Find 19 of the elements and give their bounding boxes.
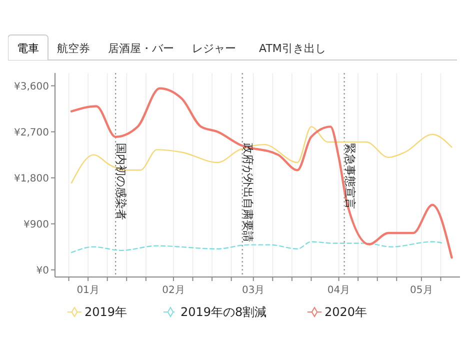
y-tick-label: ¥900 xyxy=(24,219,49,230)
line-series xyxy=(70,87,453,259)
y-tick-label: ¥0 xyxy=(36,265,49,276)
line-series xyxy=(70,241,444,254)
y-tick-label: ¥3,600 xyxy=(14,81,49,92)
legend-label: 2019年の8割減 xyxy=(180,305,267,320)
ref-line-label: 国内初の感染者 xyxy=(114,143,128,220)
legend-label: 2020年 xyxy=(324,305,368,320)
x-tick-label: 03月 xyxy=(242,285,265,296)
x-tick-label: 05月 xyxy=(410,285,433,296)
y-tick-label: ¥1,800 xyxy=(14,173,49,184)
ref-line-label: 緊急事態宣言 xyxy=(343,143,356,209)
x-tick-label: 04月 xyxy=(327,285,350,296)
tab-bar: 電車 航空券 居酒屋・バー レジャー ATM引き出し xyxy=(8,34,458,60)
legend-label: 2019年 xyxy=(84,305,128,320)
ref-line-label: 政府が外出自粛要請 xyxy=(241,143,254,242)
x-tick-label: 02月 xyxy=(162,285,185,296)
x-tick-label: 01月 xyxy=(76,285,100,296)
y-tick-label: ¥2,700 xyxy=(14,127,49,138)
